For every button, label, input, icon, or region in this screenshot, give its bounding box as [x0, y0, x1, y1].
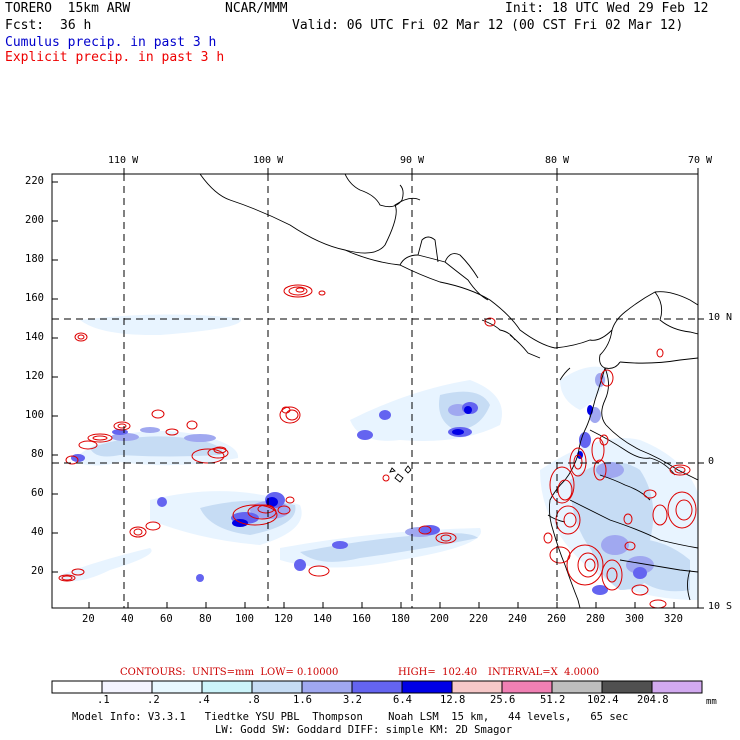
y-tick-label: 160	[25, 292, 44, 304]
colorbar-label: 1.6	[293, 694, 312, 706]
legend-explicit: Explicit precip. in past 3 h	[5, 50, 225, 65]
x-tick-label: 60	[160, 613, 173, 625]
y-tick-label: 120	[25, 370, 44, 382]
init-time: Init: 18 UTC Wed 29 Feb 12	[505, 1, 709, 16]
colorbar-label: .8	[247, 694, 260, 706]
colorbar-label: .1	[97, 694, 110, 706]
contour-units: CONTOURS: UNITS=mm LOW= 0.10000	[120, 667, 339, 678]
colorbar-label: 204.8	[637, 694, 669, 706]
y-tick-label: 180	[25, 253, 44, 265]
colorbar-swatch-2	[152, 681, 202, 693]
x-tick-label: 300	[625, 613, 644, 625]
colorbar	[51, 680, 703, 694]
y-tick-label: 200	[25, 214, 44, 226]
colorbar-label: 3.2	[343, 694, 362, 706]
y-tick-label: 80	[31, 448, 44, 460]
organization: NCAR/MMM	[225, 1, 288, 16]
y-tick-label: 40	[31, 526, 44, 538]
x-tick-label: 260	[547, 613, 566, 625]
colorbar-swatch-7	[402, 681, 452, 693]
x-tick-label: 100	[235, 613, 254, 625]
plot-frame	[51, 173, 699, 609]
colorbar-swatch-4	[252, 681, 302, 693]
y-tick-label: 100	[25, 409, 44, 421]
y-tick-label: 140	[25, 331, 44, 343]
x-tick-label: 40	[121, 613, 134, 625]
x-tick-label: 20	[82, 613, 95, 625]
x-tick-label: 280	[586, 613, 605, 625]
colorbar-unit: mm	[706, 697, 717, 707]
axis-ticks	[52, 168, 704, 609]
x-tick-label: 180	[391, 613, 410, 625]
colorbar-swatch-10	[552, 681, 602, 693]
colorbar-label: .4	[197, 694, 210, 706]
forecast-label: Fcst:	[5, 18, 45, 33]
latlon-grid	[52, 174, 698, 608]
lat-label-0: 0	[708, 456, 715, 467]
model-name: TORERO 15km ARW	[5, 1, 131, 16]
x-tick-label: 120	[274, 613, 293, 625]
colorbar-label: 102.4	[587, 694, 619, 706]
colorbar-swatch-3	[202, 681, 252, 693]
legend-cumulus: Cumulus precip. in past 3 h	[5, 35, 217, 50]
lon-label-70w: 70 W	[688, 155, 713, 166]
x-tick-label: 160	[352, 613, 371, 625]
colorbar-label: 6.4	[393, 694, 412, 706]
lon-label-80w: 80 W	[545, 155, 570, 166]
forecast-hour: 36 h	[60, 18, 92, 33]
colorbar-label: 12.8	[440, 694, 466, 706]
y-tick-label: 20	[31, 565, 44, 577]
x-tick-label: 220	[469, 613, 488, 625]
colorbar-swatch-11	[602, 681, 652, 693]
colorbar-swatch-12	[652, 681, 702, 693]
colorbar-swatch-6	[352, 681, 402, 693]
x-tick-label: 140	[313, 613, 332, 625]
colorbar-swatch-1	[102, 681, 152, 693]
lat-label-10n: 10 N	[708, 312, 733, 323]
y-tick-label: 60	[31, 487, 44, 499]
x-tick-label: 80	[199, 613, 212, 625]
colorbar-swatch-8	[452, 681, 502, 693]
model-info-line1: Model Info: V3.3.1 Tiedtke YSU PBL Thomp…	[72, 711, 629, 723]
model-info-line2: LW: Godd SW: Goddard DIFF: simple KM: 2D…	[215, 724, 513, 736]
lon-label-90w: 90 W	[400, 155, 425, 166]
x-tick-label: 240	[508, 613, 527, 625]
lon-label-110w: 110 W	[108, 155, 139, 166]
contour-high: HIGH= 102.40	[398, 667, 478, 678]
colorbar-swatch-9	[502, 681, 552, 693]
cumulus-precip-field	[60, 314, 698, 600]
colorbar-label: 51.2	[540, 694, 566, 706]
colorbar-label: .2	[147, 694, 160, 706]
x-tick-label: 200	[430, 613, 449, 625]
x-tick-label: 320	[664, 613, 683, 625]
valid-time: Valid: 06 UTC Fri 02 Mar 12 (00 CST Fri …	[292, 18, 684, 33]
colorbar-swatch-5	[302, 681, 352, 693]
lat-label-10s: 10 S	[708, 601, 733, 612]
lon-label-100w: 100 W	[253, 155, 284, 166]
y-tick-label: 220	[25, 175, 44, 187]
colorbar-label: 25.6	[490, 694, 516, 706]
contour-interval: INTERVAL=X 4.0000	[488, 667, 600, 678]
colorbar-swatch-0	[52, 681, 102, 693]
